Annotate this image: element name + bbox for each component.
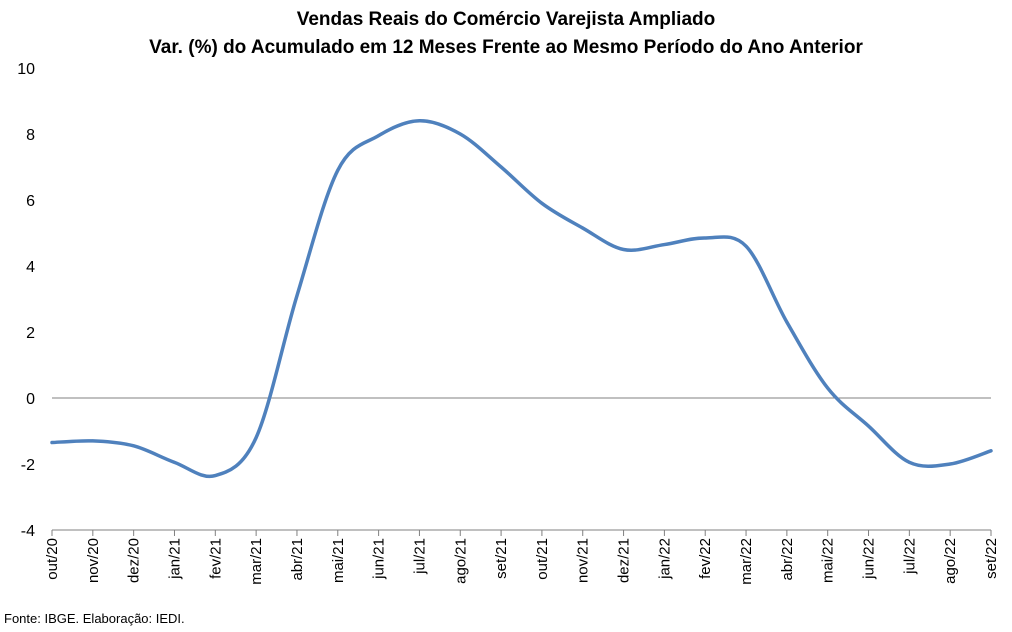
data-point — [172, 460, 176, 464]
x-tick-label: nov/20 — [85, 538, 102, 583]
chart-title: Vendas Reais do Comércio Varejista Ampli… — [296, 9, 716, 30]
x-tick-label: abr/21 — [289, 538, 306, 581]
data-point — [458, 132, 462, 136]
data-point — [948, 462, 952, 466]
x-tick-label: fev/22 — [697, 538, 714, 579]
data-point — [132, 444, 136, 448]
series-line — [50, 119, 993, 479]
y-tick-label: 8 — [26, 127, 35, 144]
source-note: Fonte: IBGE. Elaboração: IEDI. — [4, 611, 185, 626]
data-point — [826, 386, 830, 390]
chart-subtitle: Var. (%) do Acumulado em 12 Meses Frente… — [149, 37, 863, 58]
x-tick-label: mar/22 — [738, 538, 755, 585]
x-tick-label: dez/20 — [126, 538, 143, 583]
data-point — [254, 436, 258, 440]
x-tick-label: set/22 — [983, 538, 1000, 579]
data-point — [867, 424, 871, 428]
x-tick-label: jan/22 — [656, 538, 673, 580]
x-tick-label: jan/21 — [166, 538, 183, 580]
y-tick-label: 6 — [26, 193, 35, 210]
x-tick-label: fev/21 — [207, 538, 224, 579]
data-point — [785, 320, 789, 324]
y-tick-label: -2 — [21, 457, 35, 474]
data-point — [581, 226, 585, 230]
data-point — [662, 243, 666, 247]
axes — [52, 397, 991, 531]
series-group — [50, 119, 993, 479]
y-tick-label: 10 — [17, 61, 35, 78]
x-tick-label: abr/22 — [779, 538, 796, 581]
x-tick-label: jun/22 — [861, 538, 878, 580]
x-tick-label: nov/21 — [575, 538, 592, 583]
x-tick-label: ago/21 — [452, 538, 469, 584]
data-point — [50, 441, 54, 445]
x-tick-label: jul/22 — [901, 538, 918, 575]
data-point — [377, 134, 381, 138]
y-tick-label: 4 — [26, 259, 35, 276]
x-tick-label: set/21 — [493, 538, 510, 579]
x-tick-label: dez/21 — [616, 538, 633, 583]
x-tick-label: mai/22 — [820, 538, 837, 583]
x-tick-label: out/21 — [534, 538, 551, 580]
data-point — [540, 201, 544, 205]
data-point — [907, 460, 911, 464]
data-point — [417, 119, 421, 123]
x-axis-ticks: out/20 nov/20 dez/20 jan/21 fev/21 mar/21 abr/… — [44, 530, 1000, 585]
data-point — [703, 236, 707, 240]
data-point — [622, 248, 626, 251]
data-point — [213, 474, 217, 478]
data-point — [336, 168, 340, 172]
data-point — [295, 294, 299, 298]
x-tick-label: jun/21 — [371, 538, 388, 580]
y-axis-ticks: -4 -2 0 2 4 6 8 10 — [17, 61, 35, 540]
data-point — [744, 244, 748, 248]
y-tick-label: -4 — [21, 523, 35, 540]
x-tick-label: jul/21 — [411, 538, 428, 575]
y-tick-label: 0 — [26, 391, 35, 408]
data-point — [91, 439, 95, 443]
x-tick-label: out/20 — [44, 538, 61, 580]
y-tick-label: 2 — [26, 325, 35, 342]
x-tick-label: mar/21 — [248, 538, 265, 585]
x-tick-label: ago/22 — [942, 538, 959, 584]
x-tick-label: mai/21 — [330, 538, 347, 583]
data-point — [499, 165, 503, 169]
data-point — [989, 449, 993, 453]
